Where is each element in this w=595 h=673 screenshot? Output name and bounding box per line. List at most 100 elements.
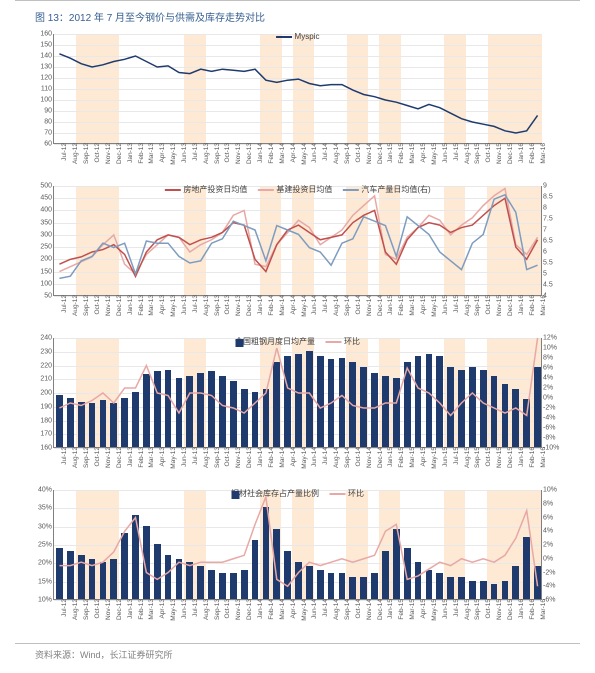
x-tick-label: Sep-12 xyxy=(81,143,90,164)
x-tick-label: Dec-12 xyxy=(114,295,123,316)
x-tick-label: Sep-12 xyxy=(81,599,90,620)
x-tick-label: Jul-12 xyxy=(59,295,68,313)
x-tick-label: Nov-13 xyxy=(233,143,242,164)
y-tick-label: 160 xyxy=(40,31,54,38)
x-tick-label: Aug-14 xyxy=(331,447,340,468)
y-tick-label: 20% xyxy=(38,560,54,567)
x-tick-label: Apr-15 xyxy=(418,599,427,619)
legend-label: 环比 xyxy=(348,488,364,499)
x-tick-label: Oct-15 xyxy=(483,599,492,619)
x-tick-label: Feb-13 xyxy=(136,143,145,164)
data-line xyxy=(59,195,537,279)
x-tick-label: Oct-12 xyxy=(92,447,101,467)
x-tick-label: Feb-13 xyxy=(136,599,145,620)
x-tick-label: May-14 xyxy=(299,599,308,621)
x-tick-label: Oct-14 xyxy=(353,143,362,163)
x-tick-label: Dec-15 xyxy=(505,599,514,620)
x-tick-label: Feb-13 xyxy=(136,295,145,316)
line-layer xyxy=(54,34,543,144)
x-tick-label: Jan-15 xyxy=(385,143,394,163)
data-line xyxy=(59,497,537,586)
x-tick-label: Apr-14 xyxy=(288,599,297,619)
plot-area: 5010015020025030035040045050044.555.566.… xyxy=(53,186,542,296)
x-tick-label: Sep-12 xyxy=(81,447,90,468)
x-tick-label: Apr-15 xyxy=(418,143,427,163)
x-tick-label: Jun-15 xyxy=(440,143,449,163)
x-tick-label: Nov-12 xyxy=(103,599,112,620)
x-tick-label: Nov-15 xyxy=(494,599,503,620)
legend: 全国粗钢月度日均产量环比 xyxy=(235,336,360,347)
x-tick-label: Mar-16 xyxy=(538,447,547,468)
y-tick-label-right: -4% xyxy=(541,583,555,590)
x-tick-label: Feb-16 xyxy=(527,599,536,620)
x-tick-label: Feb-14 xyxy=(266,295,275,316)
x-tick-label: Jun-14 xyxy=(309,295,318,315)
chart-panel: 10%15%20%25%30%35%40%-6%-4%-2%0%2%4%6%8%… xyxy=(25,486,570,632)
x-tick-label: May-15 xyxy=(429,599,438,621)
y-tick-label: 400 xyxy=(40,207,54,214)
y-tick-label: 150 xyxy=(40,42,54,49)
x-tick-label: Aug-13 xyxy=(201,295,210,316)
x-tick-label: Apr-15 xyxy=(418,295,427,315)
x-tick-label: Apr-15 xyxy=(418,447,427,467)
x-tick-label: Jul-15 xyxy=(451,599,460,617)
y-tick-label: 10% xyxy=(38,597,54,604)
x-tick-label: Feb-14 xyxy=(266,143,275,164)
legend-label: 环比 xyxy=(344,336,360,347)
x-tick-label: Feb-15 xyxy=(396,447,405,468)
x-tick-label: Dec-13 xyxy=(244,447,253,468)
legend-label: Myspic xyxy=(295,32,320,41)
x-tick-label: Jan-13 xyxy=(125,143,134,163)
x-tick-label: Mar-15 xyxy=(407,599,416,620)
x-tick-label: Mar-13 xyxy=(146,295,155,316)
x-tick-label: May-13 xyxy=(168,447,177,469)
x-tick-label: Aug-14 xyxy=(331,143,340,164)
x-tick-label: Jan-13 xyxy=(125,295,134,315)
x-tick-label: Jul-12 xyxy=(59,447,68,465)
x-tick-label: Jul-12 xyxy=(59,599,68,617)
y-tick-label-right: -2% xyxy=(541,569,555,576)
x-tick-label: Mar-15 xyxy=(407,447,416,468)
x-tick-label: May-15 xyxy=(429,295,438,317)
x-tick-label: Dec-13 xyxy=(244,599,253,620)
x-tick-label: Mar-13 xyxy=(146,599,155,620)
x-tick-label: Mar-14 xyxy=(277,447,286,468)
x-tick-label: Jun-14 xyxy=(309,143,318,163)
data-line xyxy=(59,54,537,133)
x-tick-label: Apr-13 xyxy=(157,599,166,619)
y-tick-label: 200 xyxy=(40,390,54,397)
x-tick-label: Sep-13 xyxy=(212,295,221,316)
x-tick-label: Dec-12 xyxy=(114,143,123,164)
x-tick-label: Apr-13 xyxy=(157,295,166,315)
legend-swatch xyxy=(329,493,345,495)
x-tick-label: Jul-13 xyxy=(190,295,199,313)
x-tick-label: Jul-13 xyxy=(190,143,199,161)
y-tick-label: 130 xyxy=(40,64,54,71)
x-tick-label: Nov-13 xyxy=(233,447,242,468)
x-tick-label: Jan-14 xyxy=(255,295,264,315)
chart-panel: 5010015020025030035040045050044.555.566.… xyxy=(25,182,570,328)
legend-swatch xyxy=(164,189,180,191)
x-tick-label: Oct-13 xyxy=(222,599,231,619)
x-tick-label: Sep-13 xyxy=(212,447,221,468)
x-tick-label: Oct-14 xyxy=(353,447,362,467)
x-tick-label: Jul-15 xyxy=(451,295,460,313)
y-tick-label: 40% xyxy=(38,487,54,494)
legend-swatch xyxy=(231,491,239,499)
x-tick-label: Mar-15 xyxy=(407,295,416,316)
x-tick-label: Aug-12 xyxy=(70,295,79,316)
legend-swatch xyxy=(257,189,273,191)
x-tick-label: Sep-13 xyxy=(212,143,221,164)
y-tick-label-right: 10% xyxy=(541,487,557,494)
x-tick-label: Dec-14 xyxy=(375,143,384,164)
y-tick-label: 100 xyxy=(40,97,54,104)
legend: 房地产投资日均值基建投资日均值汽车产量日均值(右) xyxy=(164,184,430,195)
x-tick-label: Mar-16 xyxy=(538,143,547,164)
y-tick-label: 190 xyxy=(40,403,54,410)
y-tick-label-right: -8% xyxy=(541,435,555,442)
x-tick-label: Apr-14 xyxy=(288,447,297,467)
page: 图 13：2012 年 7 月至今钢价与供需及库存走势对比 6070809010… xyxy=(0,0,595,673)
x-tick-label: May-13 xyxy=(168,143,177,165)
x-tick-label: Feb-13 xyxy=(136,447,145,468)
x-tick-label: Mar-14 xyxy=(277,143,286,164)
